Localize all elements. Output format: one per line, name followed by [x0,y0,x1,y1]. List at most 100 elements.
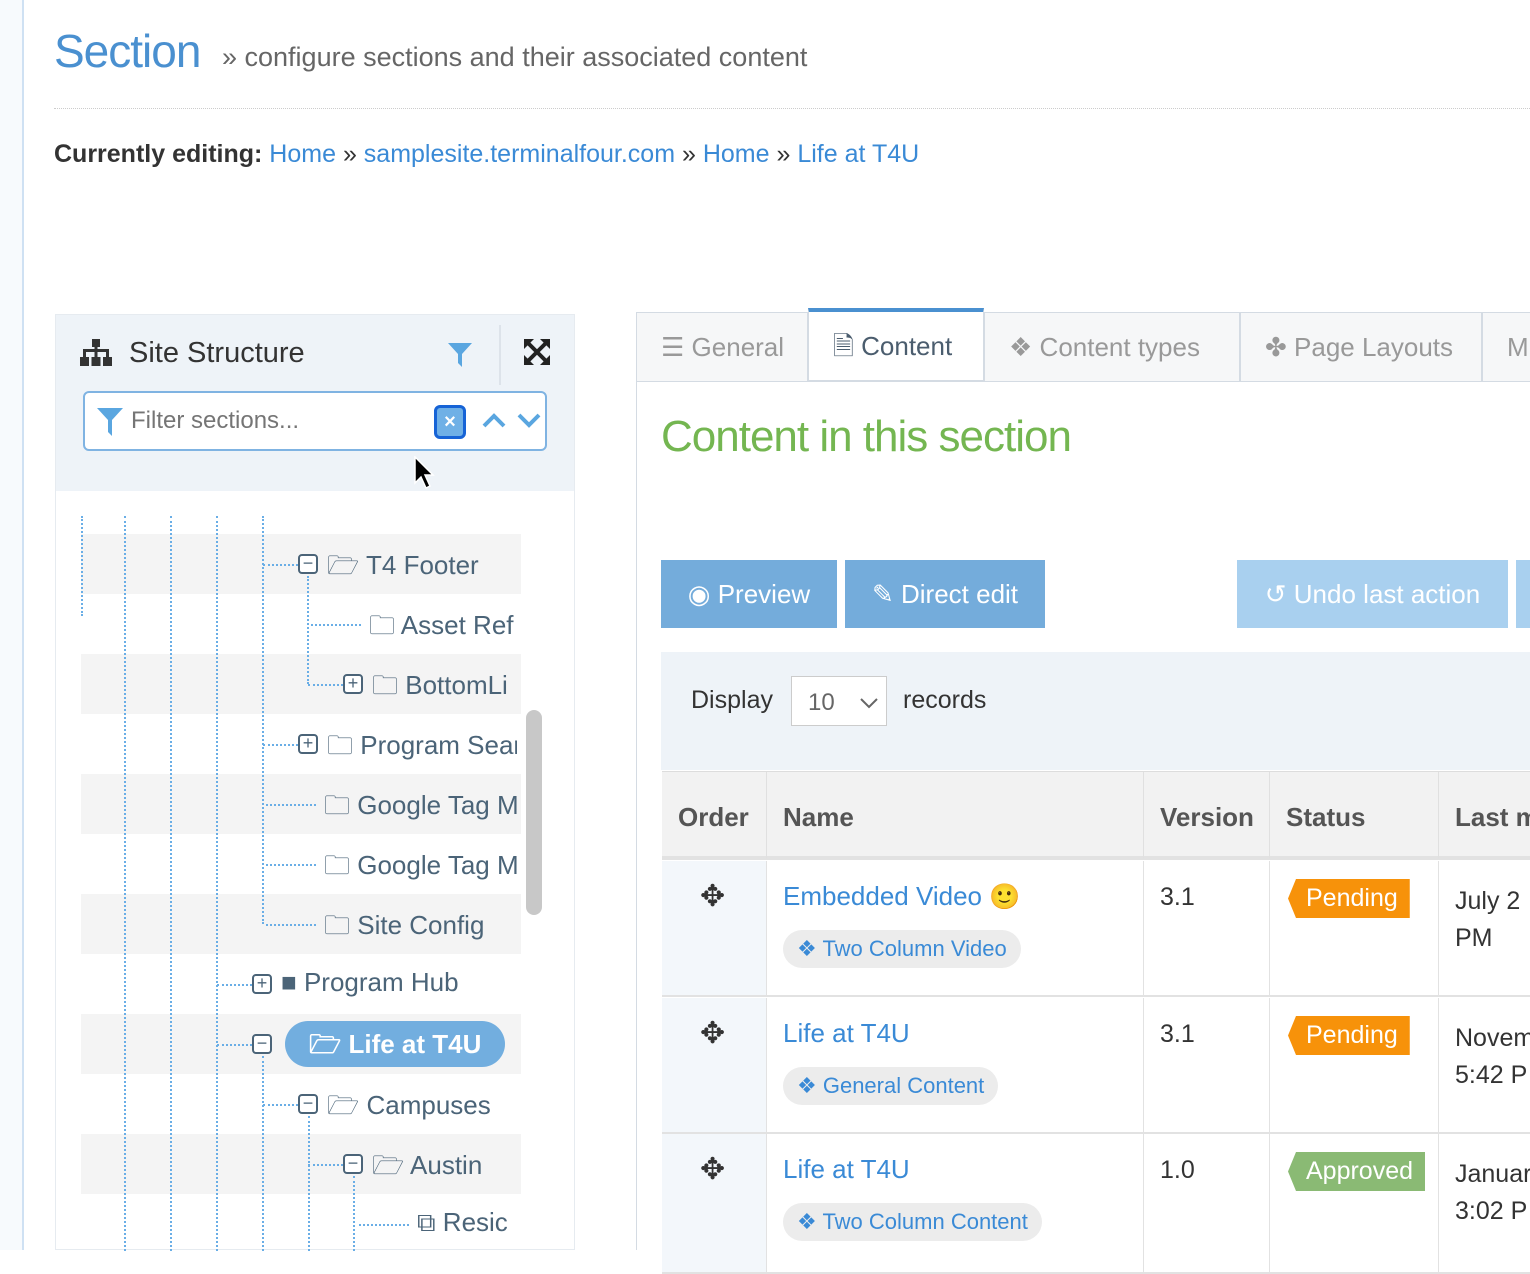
tree-item-label: Campuses [366,1090,491,1120]
direct-edit-button[interactable]: ✎ Direct edit [845,560,1045,628]
modified-time: 5:42 P [1455,1061,1528,1089]
left-rail [0,0,24,1250]
folder-outline-icon: 🗀 [324,790,358,820]
tree-guide-line [359,1224,409,1226]
collapse-toggle-icon[interactable]: − [298,554,318,574]
tree-guide-line [308,1116,310,1251]
button-label: Undo last action [1293,579,1481,609]
content-type-chip[interactable]: ❖ Two Column Video [783,930,1021,968]
undo-button[interactable]: ↺ Undo last action [1237,560,1508,628]
folder-outline-icon: 🗀 [372,670,406,700]
filter-icon[interactable] [448,343,472,367]
move-icon[interactable]: ✥ [700,1153,726,1186]
collapse-toggle-icon[interactable]: − [343,1154,363,1174]
tree-item[interactable]: 🗀 Program Sear [327,727,517,771]
drag-handle-cell: ✥ [662,861,767,997]
status-cell: Pending [1270,861,1439,997]
breadcrumb-link[interactable]: Home [269,140,336,168]
column-header-last-modified[interactable]: Last m [1439,772,1530,860]
version-cell: 1.0 [1144,1134,1270,1274]
status-badge: Pending [1288,1016,1410,1055]
tab-content[interactable]: 🗎 Content [808,308,984,380]
more-button[interactable] [1516,560,1530,628]
puzzle-icon: ✤ [1265,332,1295,362]
expand-toggle-icon[interactable]: + [298,734,318,754]
filter-sections-input[interactable] [131,403,421,439]
tree-item-label: Life at T4U [348,1029,482,1059]
tree-item[interactable]: 🗀 Site Config [324,907,484,951]
modified-date: Novem [1455,1024,1530,1052]
content-type-label: Two Column Content [822,1209,1028,1234]
tree-item[interactable]: 🗀 BottomLi [372,667,508,711]
tree-scrollbar[interactable] [526,710,542,915]
tree-row-bg [81,654,521,714]
content-table: Order Name Version Status Last m ✥ Embedd… [662,771,1530,1274]
tree-item-label: Program Sear [360,730,517,760]
tab-content-types[interactable]: ❖ Content types [984,312,1240,382]
breadcrumb-link[interactable]: Home [702,140,770,168]
tree-item[interactable]: 🗀 Google Tag M [324,847,517,891]
display-label: Display [691,686,773,714]
undo-icon: ↺ [1264,579,1294,609]
tree-item[interactable]: 🗀 Google Tag M [324,787,517,831]
column-header-name[interactable]: Name [767,772,1144,860]
tree-item-selected[interactable]: 🗁 Life at T4U [285,1021,506,1067]
folder-open-icon: 🗁 [309,1029,349,1059]
content-name-link[interactable]: Embedded Video [783,881,983,911]
tab-general[interactable]: ☰ General [636,312,808,382]
folder-outline-icon: 🗀 [327,730,361,760]
tree-item[interactable]: 🗁 Austin [372,1147,482,1191]
status-badge: Approved [1288,1152,1426,1191]
tree-item[interactable]: ■ Program Hub [281,967,459,998]
tree-item[interactable]: ⧉ Resic [417,1207,508,1239]
collapse-toggle-icon[interactable]: − [252,1034,272,1054]
tree-guide-line [263,564,298,566]
tree-item-label: T4 Footer [366,550,479,580]
tree-guide-line [308,684,343,686]
tree-guide-line [266,804,316,806]
tree-guide-line [170,516,172,1251]
clear-filter-button[interactable]: × [434,405,466,439]
folder-outline-icon: 🗀 [324,910,358,940]
column-header-order[interactable]: Order [662,772,767,860]
tree-item[interactable]: 🗁 Campuses [327,1087,491,1131]
name-cell: Embedded Video 🙂 ❖ Two Column Video [767,861,1144,997]
modified-date: Januar [1455,1160,1530,1188]
tree-item[interactable]: 🗁 T4 Footer [327,547,479,591]
page-subtitle: » configure sections and their associate… [222,42,808,72]
content-type-label: Two Column Video [822,936,1007,961]
tab-more[interactable]: M [1482,312,1530,382]
select-value: 10 [808,689,835,716]
content-type-chip[interactable]: ❖ Two Column Content [783,1203,1042,1241]
tab-label: Page Layouts [1294,332,1454,362]
breadcrumb-sep: » [681,140,696,168]
preview-button[interactable]: ◉ Preview [661,560,837,628]
chevron-down-icon[interactable] [517,411,541,429]
tree-guide-line [353,1176,355,1251]
breadcrumb-link[interactable]: samplesite.terminalfour.com [363,140,676,168]
chevron-up-icon[interactable] [482,411,506,429]
records-label: records [903,686,987,714]
move-icon[interactable]: ✥ [700,880,726,913]
column-header-version[interactable]: Version [1144,772,1270,860]
expand-toggle-icon[interactable]: + [343,674,363,694]
breadcrumb-link[interactable]: Life at T4U [797,140,920,168]
tab-label: M [1507,332,1529,362]
tree-item[interactable]: 🗀 Asset Ref [369,607,514,651]
separator [499,325,501,385]
chevron-down-icon [860,698,878,709]
expand-icon[interactable] [524,339,550,365]
tab-page-layouts[interactable]: ✤ Page Layouts [1240,312,1482,382]
content-name-link[interactable]: Life at T4U [783,1018,910,1048]
filter-icon [97,408,123,436]
cubes-icon: ❖ [797,1073,823,1098]
collapse-toggle-icon[interactable]: − [298,1094,318,1114]
content-name-link[interactable]: Life at T4U [783,1154,910,1184]
file-icon: 🗎 [833,331,862,361]
last-modified-cell: July 2 PM [1439,861,1530,997]
move-icon[interactable]: ✥ [700,1017,726,1050]
expand-toggle-icon[interactable]: + [252,974,272,994]
records-per-page-select[interactable]: 10 [791,676,887,726]
column-header-status[interactable]: Status [1270,772,1439,860]
content-type-chip[interactable]: ❖ General Content [783,1067,999,1105]
